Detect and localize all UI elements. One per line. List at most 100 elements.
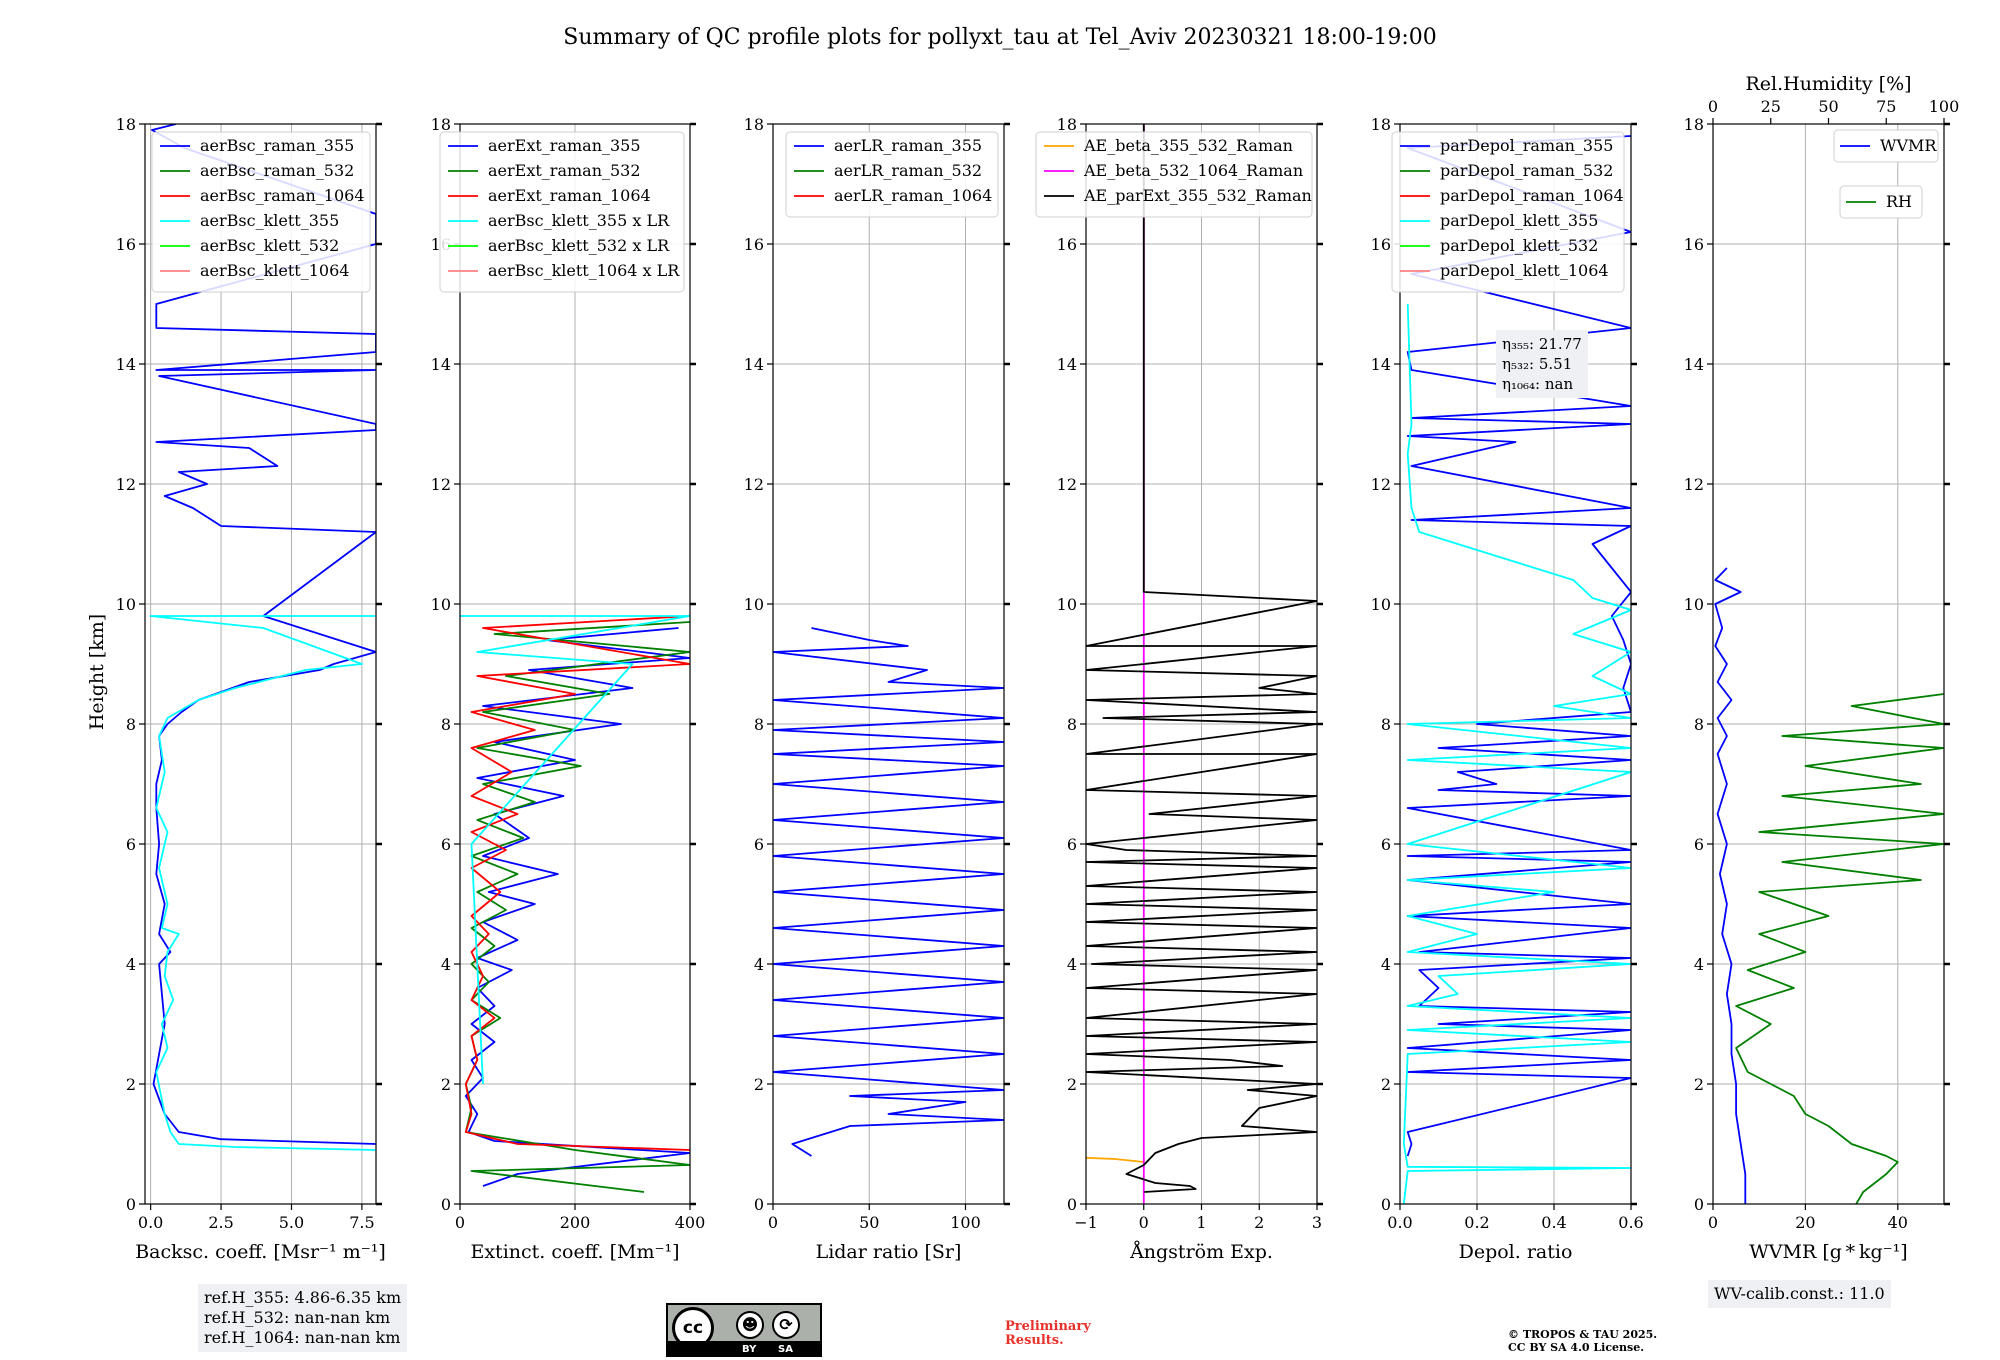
legend-label: aerBsc_klett_532 x LR bbox=[488, 236, 670, 255]
y-tick-label: 0 bbox=[754, 1195, 764, 1214]
legend-label: aerBsc_klett_1064 bbox=[200, 261, 349, 280]
x-tick-label: 0 bbox=[768, 1213, 778, 1232]
ref-h-532: ref.H_532: nan-nan km bbox=[204, 1308, 391, 1327]
legend-label: WVMR bbox=[1880, 136, 1937, 155]
copyright-note: © TROPOS & TAU 2025. CC BY SA 4.0 Licens… bbox=[1508, 1328, 1657, 1354]
by-person-icon: ☻ bbox=[736, 1311, 764, 1339]
legend-box bbox=[1839, 185, 1923, 219]
y-tick-label: 4 bbox=[1381, 955, 1391, 974]
legend: AE_beta_355_532_Raman AE_beta_532_1064_Ra… bbox=[1035, 131, 1313, 218]
axes-frame bbox=[144, 123, 377, 1205]
figure-title: Summary of QC profile plots for pollyxt_… bbox=[563, 25, 1436, 50]
y-tick-label: 10 bbox=[1371, 595, 1391, 614]
eta-532: η₅₃₂: 5.51 bbox=[1502, 355, 1573, 373]
legend-box bbox=[151, 131, 371, 293]
copyright-line-2: CC BY SA 4.0 License. bbox=[1508, 1341, 1645, 1354]
y-tick-label: 14 bbox=[1057, 355, 1077, 374]
x-axis-label: WVMR [g * kg⁻¹] bbox=[1749, 1241, 1907, 1263]
y-axis-label: Height [km] bbox=[86, 614, 108, 730]
y-tick-label: 14 bbox=[431, 355, 451, 374]
panel-2: 0246810121416180200400Extinct. coeff. [M… bbox=[431, 115, 706, 1263]
axes-frame bbox=[772, 123, 1005, 1205]
x-axis-label: Backsc. coeff. [Msr⁻¹ m⁻¹] bbox=[135, 1241, 386, 1263]
panel-5: 0 2 4 6 8 10 12 14 16 18 0.0 0.2 0.4 0.6 Depol. ratio p… bbox=[1371, 115, 1644, 1263]
y-tick-label: 12 bbox=[1371, 475, 1391, 494]
x-tick-label: 0 bbox=[1708, 1213, 1718, 1232]
y-tick-label: 10 bbox=[116, 595, 136, 614]
preliminary-note: Preliminary Results. bbox=[1005, 1320, 1091, 1348]
series-group bbox=[773, 627, 1004, 1157]
legend: RH bbox=[1839, 185, 1923, 219]
x-tick-label: 1 bbox=[1196, 1213, 1206, 1232]
legend-label: parDepol_raman_355 bbox=[1440, 136, 1613, 155]
x-tick-label: 2.5 bbox=[208, 1213, 233, 1232]
y-tick-label: 4 bbox=[1694, 955, 1704, 974]
x-tick-label: 40 bbox=[1888, 1213, 1908, 1232]
x-tick-label: 100 bbox=[950, 1213, 981, 1232]
copyright-line-1: © TROPOS & TAU 2025. bbox=[1508, 1328, 1658, 1341]
x-tick-label: 0.0 bbox=[1387, 1213, 1412, 1232]
legend-label: AE_parExt_355_532_Raman bbox=[1083, 186, 1312, 205]
y-tick-label: 12 bbox=[744, 475, 764, 494]
top-x-tick-label: 25 bbox=[1761, 97, 1781, 116]
legend-label: aerExt_raman_355 bbox=[488, 136, 641, 155]
legend-label: aerBsc_klett_1064 x LR bbox=[488, 261, 680, 280]
y-tick-label: 8 bbox=[1067, 715, 1077, 734]
x-tick-label: 7.5 bbox=[349, 1213, 374, 1232]
series-line bbox=[149, 615, 376, 1151]
legend-label: parDepol_raman_1064 bbox=[1440, 186, 1624, 205]
legend: parDepol_raman_355 parDepol_raman_532 parD… bbox=[1391, 131, 1625, 293]
x-tick-label: 0.0 bbox=[138, 1213, 163, 1232]
series-line bbox=[464, 627, 690, 1187]
y-tick-label: 16 bbox=[1684, 235, 1704, 254]
y-tick-label: 6 bbox=[1067, 835, 1077, 854]
legend: aerExt_raman_355 aerExt_raman_532 aerExt_r… bbox=[439, 131, 685, 293]
legend: WVMR bbox=[1833, 129, 1939, 163]
preliminary-line-1: Preliminary bbox=[1005, 1319, 1091, 1334]
legend-label: parDepol_klett_532 bbox=[1440, 236, 1598, 255]
legend-label: parDepol_raman_532 bbox=[1440, 161, 1613, 180]
y-tick-label: 16 bbox=[744, 235, 764, 254]
legend-label: parDepol_klett_1064 bbox=[1440, 261, 1609, 280]
x-tick-label: 0.4 bbox=[1541, 1213, 1566, 1232]
series-line bbox=[464, 621, 690, 1193]
y-tick-label: 8 bbox=[126, 715, 136, 734]
legend-label: aerExt_raman_1064 bbox=[488, 186, 651, 205]
series-line bbox=[1735, 693, 1944, 1204]
x-tick-label: 20 bbox=[1795, 1213, 1815, 1232]
series-group bbox=[149, 124, 376, 1151]
x-tick-label: 400 bbox=[675, 1213, 706, 1232]
panel-1: 0 2 4 6 8 10 12 14 16 18 0.0 2.5 5.0 7.5 Backsc. coeff… bbox=[116, 115, 386, 1263]
eta-1064: η₁₀₆₄: nan bbox=[1502, 375, 1574, 393]
legend-label: aerBsc_klett_532 bbox=[200, 236, 339, 255]
top-x-tick-label: 0 bbox=[1708, 97, 1718, 116]
y-tick-label: 2 bbox=[441, 1075, 451, 1094]
y-tick-label: 4 bbox=[126, 955, 136, 974]
panel-3: 0 2 4 6 8 10 12 14 16 18 0 50 100 Lidar ratio [Sr] aer… bbox=[744, 115, 1010, 1263]
legend-label: aerExt_raman_532 bbox=[488, 161, 641, 180]
eta-355: η₃₅₅: 21.77 bbox=[1502, 335, 1582, 353]
legend-box bbox=[1833, 129, 1939, 163]
y-tick-label: 16 bbox=[116, 235, 136, 254]
wv-calib-const: WV-calib.const.: 11.0 bbox=[1714, 1284, 1885, 1303]
series-group bbox=[460, 615, 690, 1193]
legend: aerBsc_raman_355 aerBsc_raman_532 aerBsc_r… bbox=[151, 131, 371, 293]
reference-height-box: ref.H_355: 4.86-6.35 km ref.H_532: nan-n… bbox=[198, 1284, 408, 1352]
y-tick-label: 12 bbox=[1057, 475, 1077, 494]
legend-box bbox=[1035, 131, 1313, 218]
sa-share-icon: ⟳ bbox=[772, 1311, 800, 1339]
y-tick-label: 2 bbox=[754, 1075, 764, 1094]
legend-label: aerBsc_raman_532 bbox=[200, 161, 354, 180]
y-tick-label: 16 bbox=[1057, 235, 1077, 254]
y-tick-label: 0 bbox=[441, 1195, 451, 1214]
legend-label: AE_beta_355_532_Raman bbox=[1083, 136, 1293, 155]
x-tick-label: 0 bbox=[455, 1213, 465, 1232]
top-x-tick-label: 50 bbox=[1818, 97, 1838, 116]
y-tick-label: 10 bbox=[431, 595, 451, 614]
x-tick-label: 200 bbox=[560, 1213, 591, 1232]
y-tick-label: 6 bbox=[754, 835, 764, 854]
top-x-axis-label: Rel.Humidity [%] bbox=[1745, 73, 1911, 95]
